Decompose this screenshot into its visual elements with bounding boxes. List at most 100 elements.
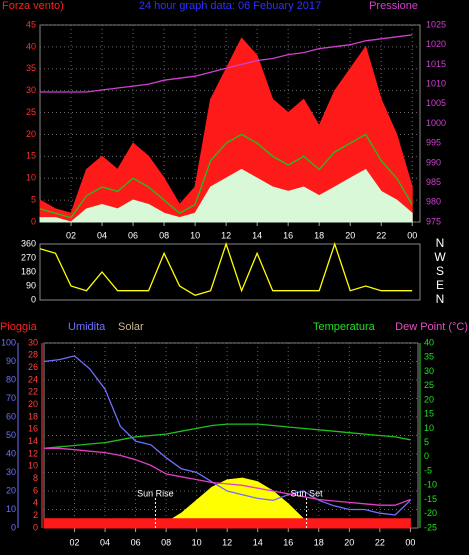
axis-title: Dew Point (°C) (395, 321, 468, 333)
plot-frame (39, 243, 421, 301)
y-tick-label: 35 (26, 63, 36, 73)
y-tick-label: 6 (33, 485, 38, 495)
y-tick-label: 26 (28, 362, 38, 372)
y-tick-label: 20 (424, 394, 434, 404)
y-tick-label: 1020 (426, 39, 446, 49)
y-tick-label: S (436, 264, 444, 278)
y-tick-label: -15 (424, 494, 437, 504)
x-tick-label: 06 (128, 230, 138, 240)
area (39, 168, 413, 223)
axis-title: Umidita (68, 321, 106, 333)
y-tick-label: 45 (26, 19, 36, 29)
y-tick-label: 25 (26, 107, 36, 117)
y-tick-label: 14 (28, 436, 38, 446)
x-tick-label: 22 (375, 537, 385, 547)
x-tick-label: 04 (100, 537, 110, 547)
x-tick-label: 10 (192, 537, 202, 547)
y-tick-label: 1000 (426, 118, 446, 128)
y-tick-label: 0 (33, 522, 38, 532)
x-tick-label: 14 (252, 230, 262, 240)
y-tick-label: 4 (33, 498, 38, 508)
y-tick-label: 40 (424, 337, 434, 347)
axis-title: Pressione (369, 0, 418, 12)
x-tick-label: 16 (283, 537, 293, 547)
y-tick-label: 18 (28, 411, 38, 421)
y-tick-label: 10 (424, 423, 434, 433)
y-tick-label: -25 (424, 522, 437, 532)
y-tick-label: 20 (6, 485, 16, 495)
line (39, 241, 413, 297)
y-tick-label: 980 (426, 197, 441, 207)
y-tick-label: 30 (28, 337, 38, 347)
y-tick-label: 90 (6, 356, 16, 366)
y-tick-label: 90 (26, 280, 36, 290)
y-tick-label: 30 (424, 366, 434, 376)
y-tick-label: 10 (28, 461, 38, 471)
y-tick-label: 360 (21, 238, 36, 248)
y-tick-label: 25 (424, 380, 434, 390)
y-tick-label: 180 (21, 266, 36, 276)
y-tick-label: 0 (424, 451, 429, 461)
y-tick-label: 5 (424, 437, 429, 447)
chart-title: 24 hour graph data: 06 Febuary 2017 (139, 0, 321, 12)
y-tick-label: 15 (424, 409, 434, 419)
y-tick-label: 22 (28, 387, 38, 397)
y-tick-label: 0 (11, 522, 16, 532)
y-tick-label: 990 (426, 157, 441, 167)
x-tick-label: 16 (283, 230, 293, 240)
x-tick-label: 08 (161, 537, 171, 547)
y-tick-label: 20 (28, 399, 38, 409)
x-tick-label: 18 (314, 537, 324, 547)
y-tick-label: 30 (26, 85, 36, 95)
y-tick-label: 985 (426, 177, 441, 187)
line (39, 133, 413, 219)
x-tick-label: 06 (131, 537, 141, 547)
x-tick-label: 20 (345, 230, 355, 240)
y-tick-label: 1010 (426, 78, 446, 88)
y-tick-label: 5 (31, 194, 36, 204)
annotation: Sun Rise (137, 488, 174, 498)
y-tick-label: 1025 (426, 19, 446, 29)
x-tick-label: 00 (407, 230, 417, 240)
y-tick-label: 10 (6, 504, 16, 514)
area (43, 518, 411, 529)
x-tick-label: 10 (190, 230, 200, 240)
y-tick-label: 100 (1, 337, 16, 347)
y-tick-label: 1005 (426, 98, 446, 108)
y-tick-label: 30 (6, 467, 16, 477)
y-tick-label: 1015 (426, 59, 446, 69)
x-tick-label: 14 (253, 537, 263, 547)
y-tick-label: 0 (31, 294, 36, 304)
line (44, 447, 411, 506)
axis-title: Temperatura (313, 321, 376, 333)
axis-title: Solar (118, 321, 144, 333)
y-tick-label: 10 (26, 173, 36, 183)
y-tick-label: 0 (31, 216, 36, 226)
area (39, 37, 413, 223)
y-tick-label: 40 (6, 448, 16, 458)
y-tick-label: 80 (6, 374, 16, 384)
annotation: Sun Set (291, 488, 324, 498)
y-tick-label: 35 (424, 352, 434, 362)
x-tick-label: 04 (97, 230, 107, 240)
x-tick-label: 00 (405, 537, 415, 547)
x-tick-label: 12 (222, 537, 232, 547)
y-tick-label: N (436, 292, 445, 306)
y-tick-label: 270 (21, 252, 36, 262)
y-tick-label: 24 (28, 374, 38, 384)
y-tick-label: 16 (28, 424, 38, 434)
y-tick-label: 995 (426, 138, 441, 148)
x-tick-label: 20 (344, 537, 354, 547)
y-tick-label: -5 (424, 465, 432, 475)
y-tick-label: 28 (28, 350, 38, 360)
y-tick-label: -20 (424, 508, 437, 518)
line (40, 34, 413, 93)
y-tick-label: -10 (424, 480, 437, 490)
y-tick-label: 60 (6, 411, 16, 421)
x-tick-label: 02 (70, 537, 80, 547)
y-tick-label: 12 (28, 448, 38, 458)
y-tick-label: 40 (26, 41, 36, 51)
y-tick-label: 2 (33, 510, 38, 520)
